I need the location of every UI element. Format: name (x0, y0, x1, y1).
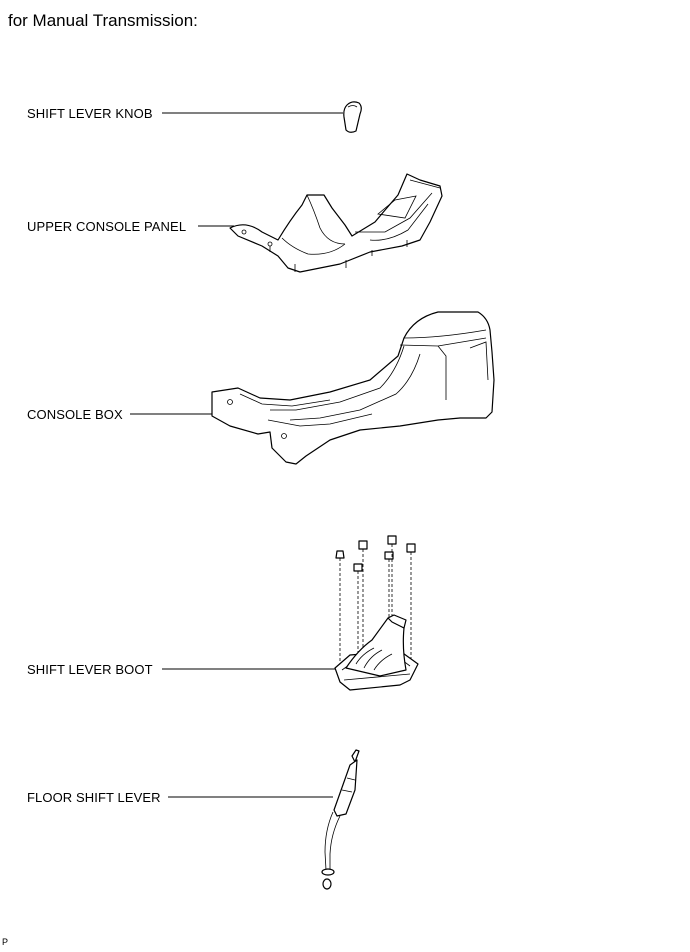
shift-lever-boot-part (334, 614, 419, 691)
label-console-box: CONSOLE BOX (27, 407, 123, 422)
upper-console-panel-part (229, 173, 443, 273)
diagram-title: for Manual Transmission: (8, 11, 198, 30)
label-shift-lever-knob: SHIFT LEVER KNOB (27, 106, 153, 121)
label-upper-console-panel: UPPER CONSOLE PANEL (27, 219, 187, 234)
label-floor-shift-lever: FLOOR SHIFT LEVER (27, 790, 161, 805)
shift-lever-knob-part (343, 101, 362, 133)
floor-shift-lever-part (321, 749, 360, 890)
label-shift-lever-boot: SHIFT LEVER BOOT (27, 662, 153, 677)
figure-code: P (2, 937, 9, 947)
console-box-part (211, 311, 495, 465)
